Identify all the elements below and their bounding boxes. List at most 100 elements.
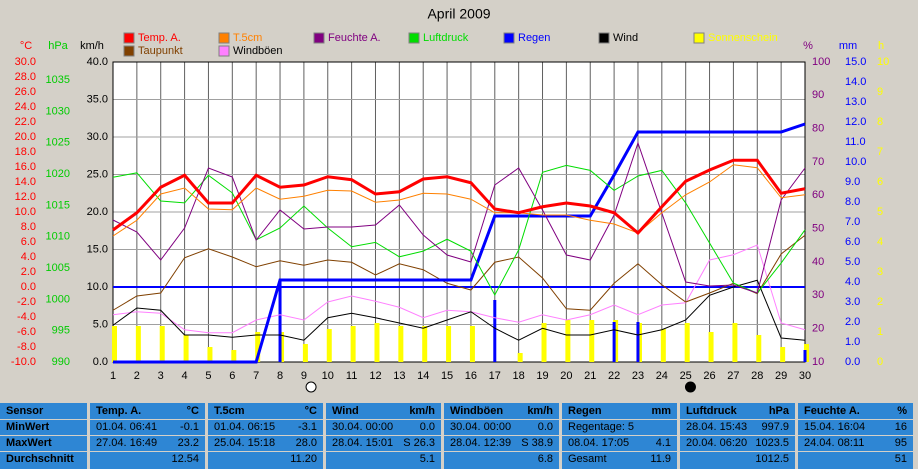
y-tick-label: 9 xyxy=(877,86,883,98)
sunshine-bar xyxy=(684,323,690,362)
sunshine-bar xyxy=(159,326,165,362)
sunshine-bar xyxy=(350,326,356,362)
cell-text: 24.04. 08:11 xyxy=(804,437,865,449)
sunshine-bar xyxy=(326,329,332,362)
x-tick-label: 8 xyxy=(277,370,283,382)
daily-rain-bar xyxy=(278,280,282,362)
legend-swatch xyxy=(598,32,610,44)
y-tick-label: 4 xyxy=(877,236,883,248)
x-tick-label: 5 xyxy=(205,370,211,382)
y-tick-label: 14.0 xyxy=(15,176,36,188)
new-moon xyxy=(684,381,696,393)
table-cell: 01.04. 06:15 -3.1 xyxy=(208,420,323,435)
y-tick-label: 28.0 xyxy=(15,71,36,83)
cell-text: 11.9 xyxy=(650,453,671,465)
sunshine-bar xyxy=(541,323,547,362)
full-moon xyxy=(305,381,317,393)
x-tick-label: 13 xyxy=(393,370,405,382)
y-tick-label: 6.0 xyxy=(845,236,860,248)
x-tick-label: 24 xyxy=(656,370,668,382)
legend-swatch xyxy=(123,45,135,57)
table-cell: Wind km/h xyxy=(326,403,441,419)
cell-text: 28.04. 15:43 xyxy=(686,421,748,433)
x-tick-label: 12 xyxy=(369,370,381,382)
y-tick-label: 2 xyxy=(877,296,883,308)
cell-text: 01.04. 06:15 xyxy=(214,421,276,433)
legend-label: Luftdruck xyxy=(423,32,469,44)
y-tick-label: -10.0 xyxy=(11,356,36,368)
x-tick-label: 23 xyxy=(632,370,644,382)
table-cell: MaxWert xyxy=(0,436,87,451)
x-tick-label: 18 xyxy=(513,370,525,382)
cell-text: 1023.5 xyxy=(755,437,789,449)
x-tick-label: 11 xyxy=(346,370,357,382)
series-line xyxy=(112,244,806,334)
x-tick-label: 16 xyxy=(465,370,477,382)
axis-title: km/h xyxy=(80,40,104,52)
sunshine-bar xyxy=(517,353,523,362)
y-tick-label: 80 xyxy=(812,123,824,135)
y-tick-label: 4.0 xyxy=(845,276,860,288)
table-cell: 11.20 xyxy=(208,452,323,469)
x-tick-label: 28 xyxy=(751,370,763,382)
cell-text: Sensor xyxy=(6,405,44,417)
y-tick-label: 40.0 xyxy=(87,56,108,68)
table-cell: Durchschnitt xyxy=(0,452,87,469)
x-tick-label: 27 xyxy=(727,370,739,382)
legend-label: Taupunkt xyxy=(138,45,183,57)
y-tick-label: 1020 xyxy=(46,168,70,180)
series-line xyxy=(112,164,806,297)
y-tick-label: 5.0 xyxy=(93,318,108,330)
table-cell: Windböen km/h xyxy=(444,403,559,419)
y-tick-label: 3.0 xyxy=(845,296,860,308)
cell-text: Luftdruck xyxy=(686,405,737,417)
y-tick-label: 9.0 xyxy=(845,176,860,188)
cell-text: Wind xyxy=(332,405,359,417)
cell-text: Feuchte A. xyxy=(804,405,860,417)
cell-text: km/h xyxy=(527,405,553,417)
axis-title: % xyxy=(803,40,813,52)
y-tick-label: 8.0 xyxy=(21,221,36,233)
y-tick-label: 1005 xyxy=(46,262,70,274)
cell-text: 27.04. 16:49 xyxy=(96,437,158,449)
cell-text: 08.04. 17:05 xyxy=(568,437,630,449)
y-tick-label: 1 xyxy=(877,326,883,338)
cell-text: Durchschnitt xyxy=(6,453,74,465)
y-tick-label: 35.0 xyxy=(87,93,108,105)
y-tick-label: -4.0 xyxy=(17,311,36,323)
y-tick-label: 13.0 xyxy=(845,96,866,108)
sunshine-bar xyxy=(302,344,308,362)
axis-title: °C xyxy=(20,40,32,52)
x-tick-label: 21 xyxy=(584,370,596,382)
cell-text: 30.04. 00:00 xyxy=(450,421,512,433)
x-tick-label: 15 xyxy=(441,370,453,382)
table-cell: Regentage: 5 xyxy=(562,420,677,435)
y-tick-label: 30.0 xyxy=(15,56,36,68)
sunshine-bar xyxy=(231,350,237,362)
sunshine-bar xyxy=(374,323,380,362)
y-tick-label: -8.0 xyxy=(17,341,36,353)
cell-text: 11.20 xyxy=(290,453,317,465)
y-tick-label: 90 xyxy=(812,89,824,101)
cell-text: Regen xyxy=(568,405,602,417)
series-line xyxy=(112,164,806,237)
x-tick-label: 10 xyxy=(322,370,334,382)
cell-text: 28.04. 12:39 xyxy=(450,437,512,449)
cell-text: 95 xyxy=(894,437,907,449)
daily-rain-bar xyxy=(612,322,616,362)
cell-text: km/h xyxy=(409,405,435,417)
y-tick-label: 1000 xyxy=(46,293,70,305)
cell-text: -3.1 xyxy=(298,421,317,433)
y-tick-label: 1035 xyxy=(46,74,70,86)
y-tick-label: 11.0 xyxy=(845,136,866,148)
y-tick-label: 20.0 xyxy=(15,131,36,143)
cell-text: % xyxy=(897,405,907,417)
y-tick-label: 7.0 xyxy=(845,216,860,228)
x-tick-label: 25 xyxy=(680,370,692,382)
cell-text: 30.04. 00:00 xyxy=(332,421,394,433)
cell-text: MaxWert xyxy=(6,437,52,449)
series-line xyxy=(113,122,806,364)
y-tick-label: 40 xyxy=(812,256,824,268)
series-line xyxy=(112,158,806,236)
daily-rain-bar xyxy=(493,300,497,362)
